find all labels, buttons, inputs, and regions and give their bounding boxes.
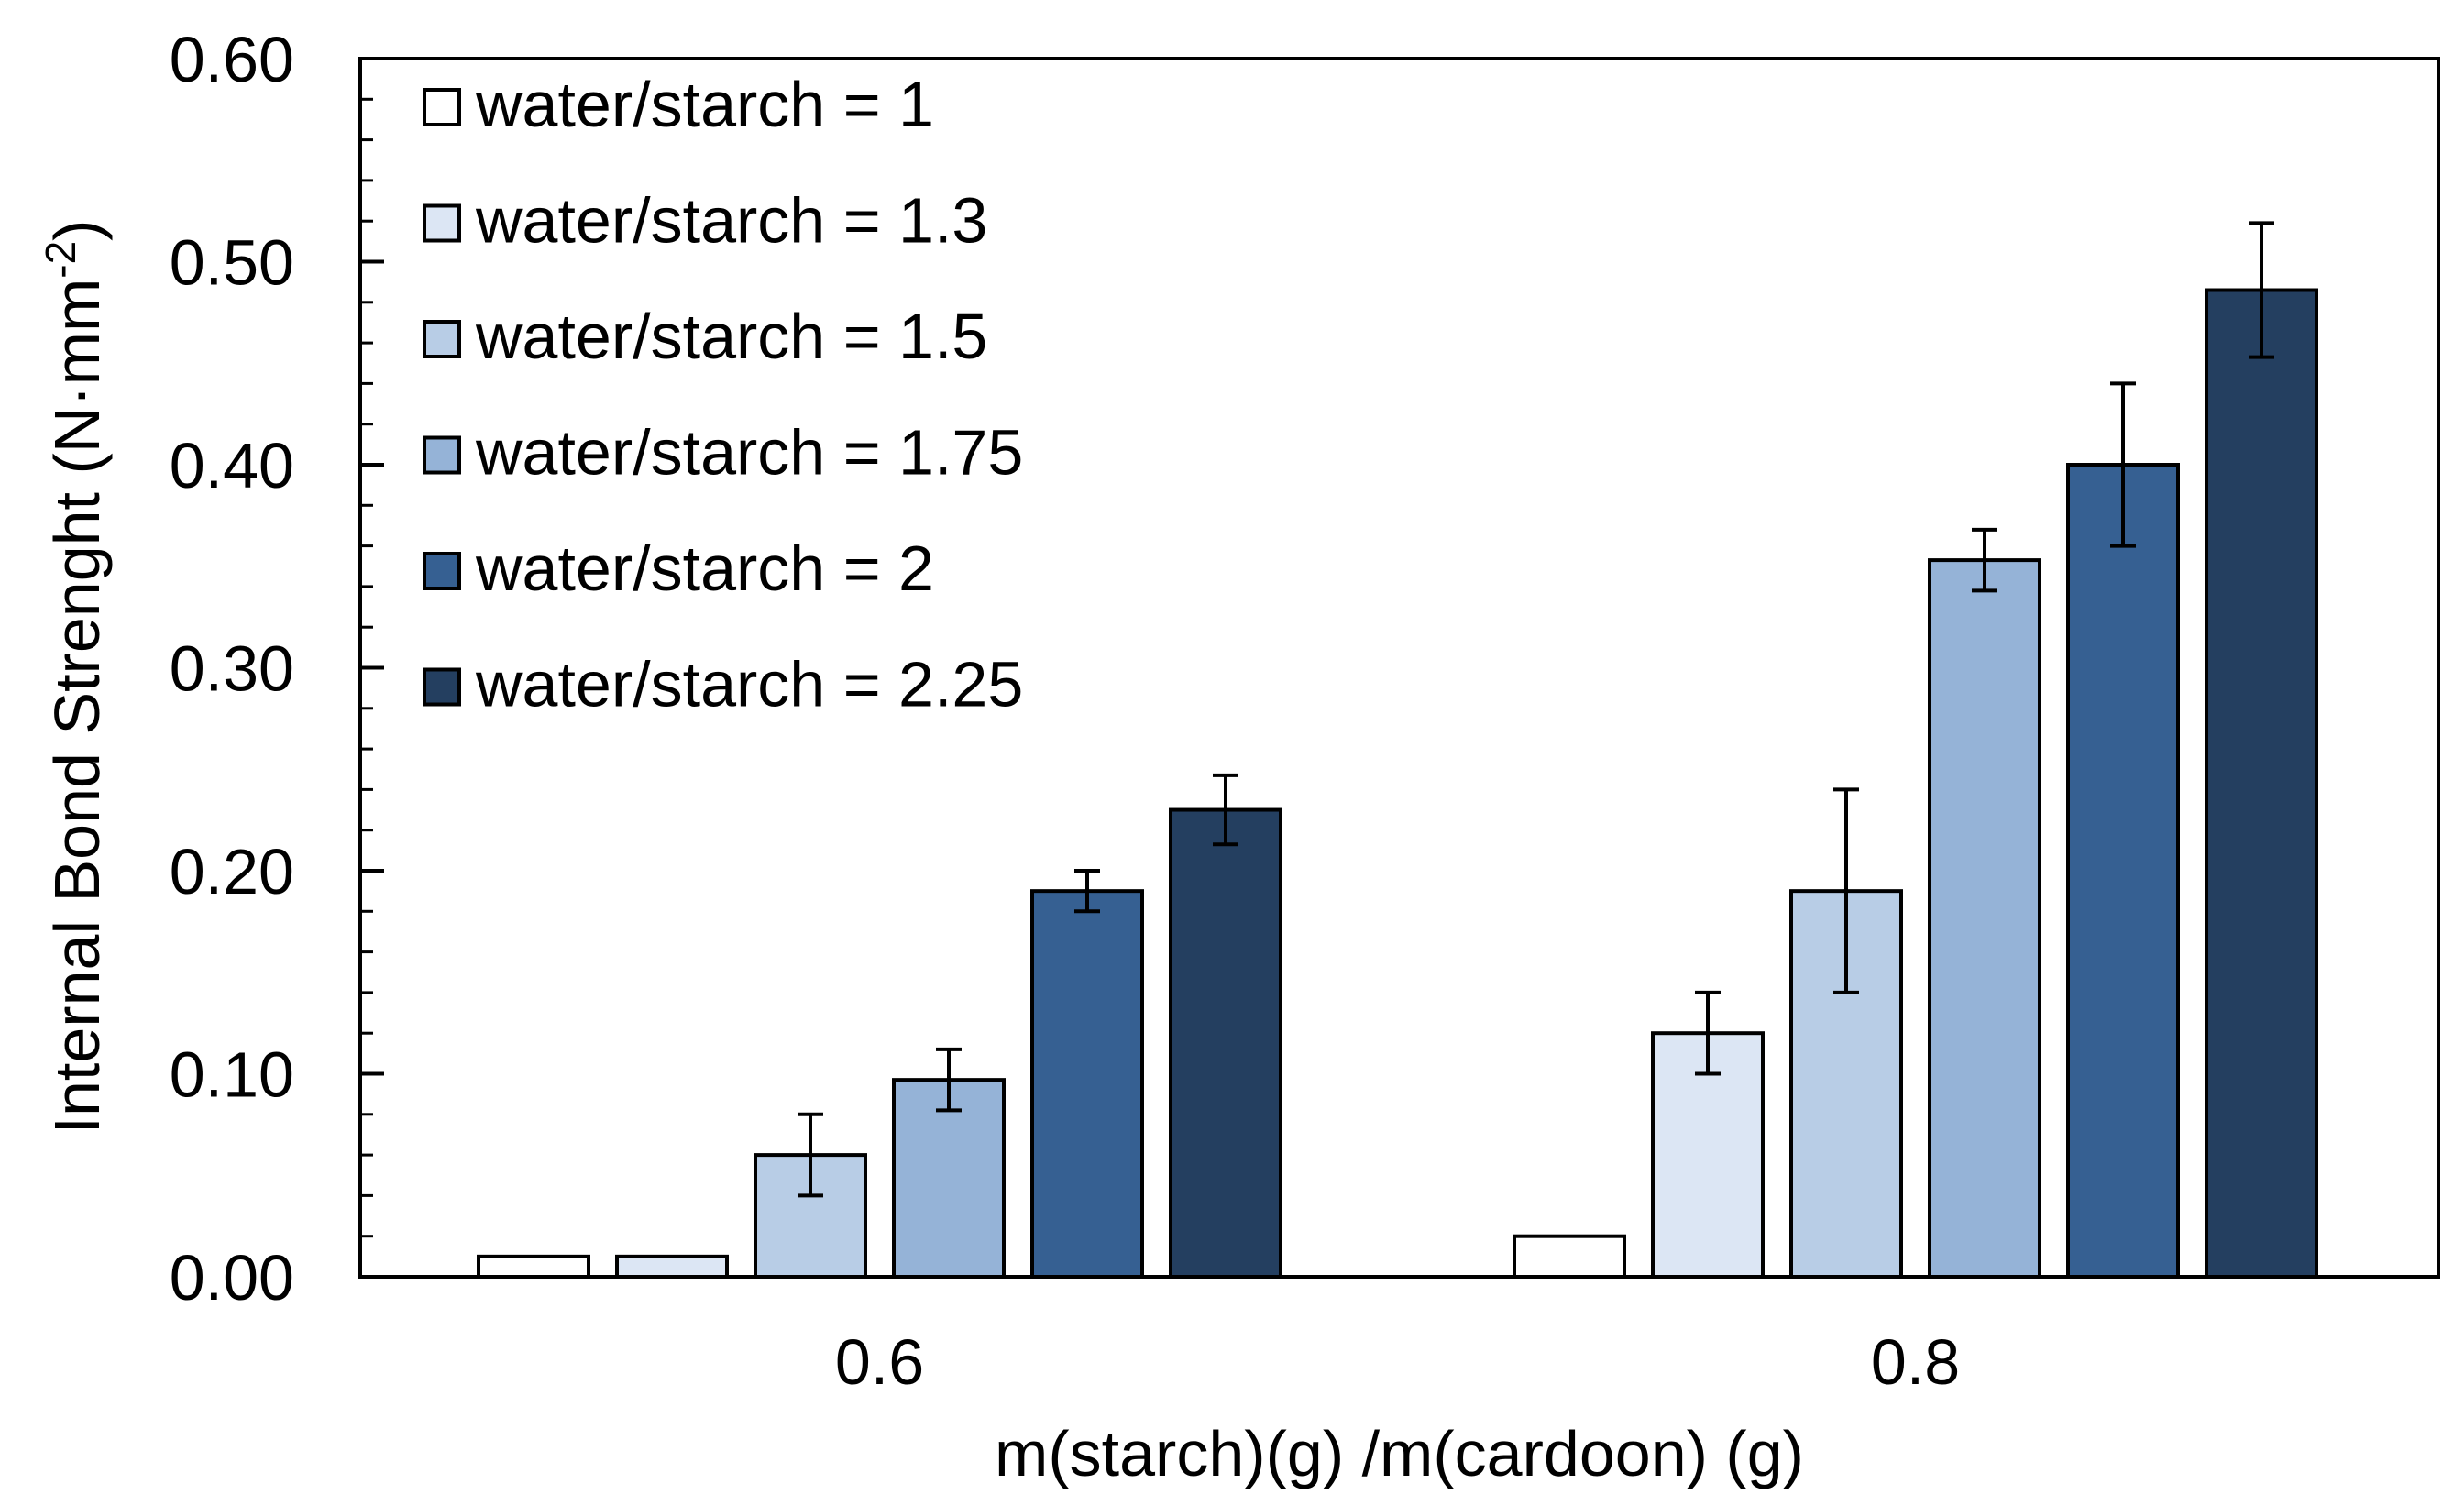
y-tick-label: 0.00	[170, 1242, 294, 1313]
y-tick-label: 0.20	[170, 836, 294, 907]
bar-0.6-series-5	[1030, 889, 1144, 1280]
y-tick-label: 0.30	[170, 633, 294, 705]
legend-swatch-4	[423, 435, 461, 475]
legend-swatch-2	[423, 203, 461, 243]
x-axis: 0.6 0.8	[835, 1326, 1960, 1398]
x-axis-title: m(starch)(g) /m(cardoon) (g)	[995, 1418, 1804, 1489]
y-axis: 0.00 0.10 0.20 0.30 0.40 0.50 0.60	[170, 24, 384, 1313]
bar-0.6-series-1	[477, 1254, 590, 1279]
y-tick-label: 0.50	[170, 227, 294, 299]
y-axis-title-superscript: -2	[37, 241, 84, 279]
bar-0.6-series-4	[892, 1078, 1006, 1280]
y-tick-label: 0.40	[170, 430, 294, 501]
bar-0.8-series-6	[2205, 288, 2318, 1279]
legend-label-1: water/starch = 1	[475, 69, 934, 140]
bar-0.6-series-6	[1169, 807, 1282, 1279]
legend-label-2: water/starch = 1.3	[475, 185, 987, 257]
x-tick-label-0.6: 0.6	[835, 1326, 924, 1398]
bar-0.8-series-1	[1512, 1234, 1626, 1279]
y-axis-title-main: Internal Bond Strenght (N·mm	[41, 279, 113, 1135]
x-tick-label-0.8: 0.8	[1871, 1326, 1960, 1398]
bar-0.8-series-4	[1928, 558, 2041, 1279]
y-tick-label: 0.10	[170, 1039, 294, 1111]
legend-swatch-6	[423, 667, 461, 707]
legend-label-6: water/starch = 2.25	[475, 649, 1023, 720]
y-axis-title: Internal Bond Strenght (N·mm-2)	[37, 220, 113, 1135]
legend-swatch-3	[423, 320, 461, 358]
legend-swatch-1	[423, 88, 461, 126]
bar-0.6-series-2	[615, 1254, 729, 1279]
y-axis-title-suffix: )	[41, 220, 113, 241]
y-tick-label: 0.60	[170, 24, 294, 95]
legend-swatch-5	[423, 552, 461, 590]
legend-label-3: water/starch = 1.5	[475, 301, 987, 372]
bar-0.8-series-5	[2066, 463, 2180, 1279]
legend-label-4: water/starch = 1.75	[475, 417, 1023, 489]
error-bars-layer	[798, 221, 2274, 1198]
legend-label-5: water/starch = 2	[475, 533, 934, 604]
legend: water/starch = 1 water/starch = 1.3 water/…	[423, 69, 1023, 720]
